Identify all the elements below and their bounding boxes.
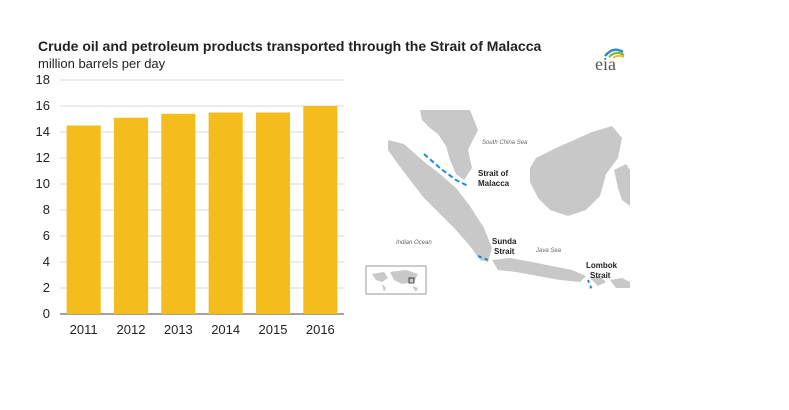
eia-logo-arcs xyxy=(604,48,625,59)
bar-2011 xyxy=(66,125,101,314)
lombok-strait-route xyxy=(587,279,593,291)
y-tick-label: 4 xyxy=(43,254,50,269)
y-tick-label: 0 xyxy=(43,306,50,321)
map-label-sunda-line1: Sunda xyxy=(492,237,517,246)
map-land-java xyxy=(492,258,586,282)
map-label-lombok-line1: Lombok xyxy=(586,261,618,270)
bar-2015 xyxy=(255,112,291,314)
sunda-strait-route xyxy=(477,255,489,261)
y-tick-label: 10 xyxy=(36,176,50,191)
x-tick-label: 2013 xyxy=(164,322,193,337)
southeast-asia-map: South China Sea Strait of Malacca Indian… xyxy=(365,110,630,295)
y-tick-label: 2 xyxy=(43,280,50,295)
map-land-sulawesi xyxy=(614,164,630,206)
world-locator-inset xyxy=(365,265,427,295)
y-tick-label: 18 xyxy=(36,72,50,87)
map-label-south-china-sea: South China Sea xyxy=(482,140,528,146)
map-label-java-sea: Java Sea xyxy=(535,248,562,254)
y-tick-label: 12 xyxy=(36,150,50,165)
eia-logo-text: eia xyxy=(595,54,616,74)
map-land-borneo xyxy=(530,126,622,216)
map-label-strait-of-malacca-line2: Malacca xyxy=(478,179,510,188)
x-tick-label: 2012 xyxy=(117,322,146,337)
map-label-indian-ocean: Indian Ocean xyxy=(396,240,432,246)
y-axis-unit-label: million barrels per day xyxy=(38,56,166,71)
map-land-sumatra xyxy=(388,140,492,262)
y-tick-label: 16 xyxy=(36,98,50,113)
x-tick-label: 2015 xyxy=(259,322,288,337)
x-tick-label: 2016 xyxy=(306,322,335,337)
chart-title: Crude oil and petroleum products transpo… xyxy=(38,38,542,54)
bar-2016 xyxy=(303,106,338,314)
y-tick-label: 8 xyxy=(43,202,50,217)
map-land-lesser-sunda xyxy=(590,276,630,288)
y-tick-label: 14 xyxy=(36,124,50,139)
map-label-sunda-line2: Strait xyxy=(494,247,515,256)
x-tick-label: 2014 xyxy=(211,322,240,337)
map-label-strait-of-malacca-line1: Strait of xyxy=(478,169,509,178)
bar-2014 xyxy=(208,112,243,314)
bar-chart: 0 2 4 6 8 10 12 14 16 18 2011 2012 2013 2014 2015 2016 xyxy=(36,72,344,337)
map-land-peninsula xyxy=(420,110,478,180)
x-tick-label: 2011 xyxy=(70,322,98,337)
eia-logo: eia xyxy=(595,46,639,74)
strait-of-malacca-route xyxy=(423,153,469,187)
bar-2013 xyxy=(161,113,196,314)
bar-2012 xyxy=(113,117,149,314)
y-tick-label: 6 xyxy=(43,228,50,243)
map-label-lombok-line2: Strait xyxy=(590,271,611,280)
